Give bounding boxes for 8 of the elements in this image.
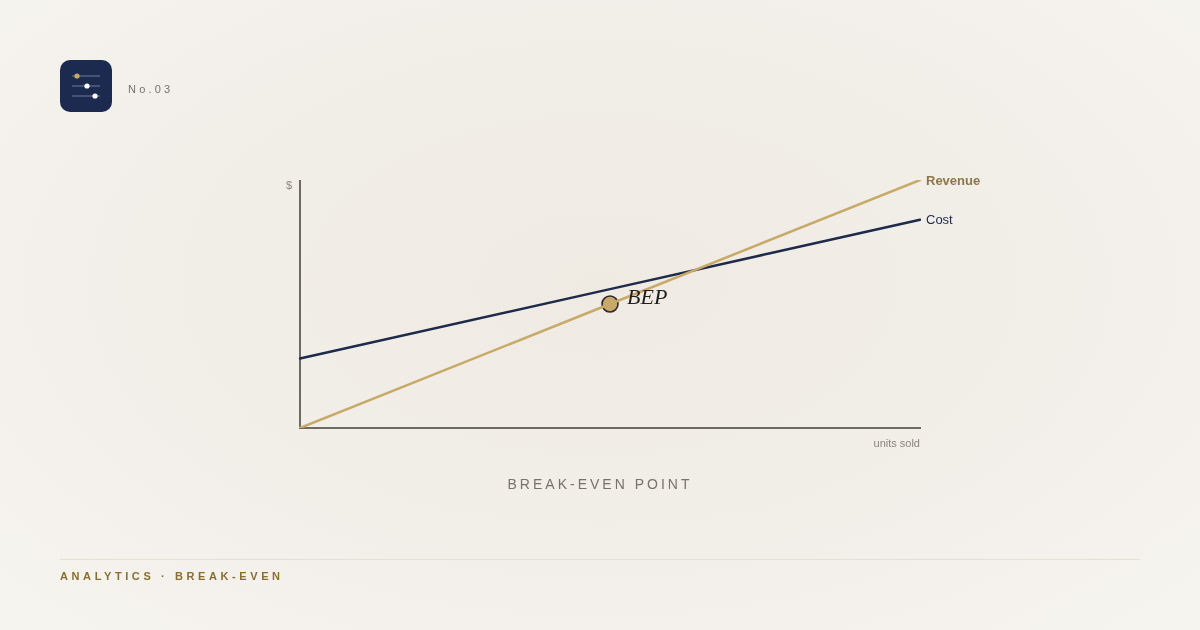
text: No.03 [128,83,174,95]
text: ANALYTICS · BREAK-EVEN [60,570,284,582]
series-label: Revenue [926,172,981,188]
series-label: Cost [926,212,954,228]
y-axis-title: $ [285,179,292,192]
annotation: BEP [627,283,668,309]
text: BREAK-EVEN POINT [506,476,694,492]
x-axis-title: units sold [873,437,920,450]
